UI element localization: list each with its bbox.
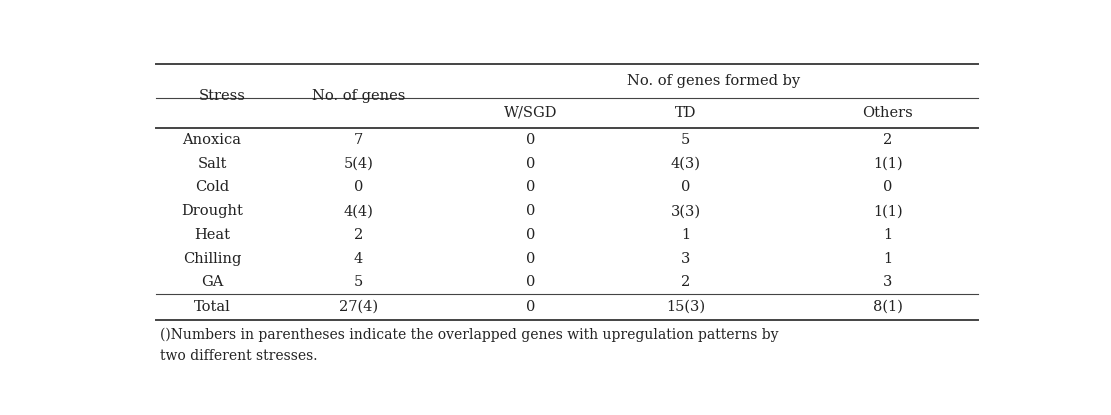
Text: 0: 0: [526, 251, 536, 266]
Text: 4(4): 4(4): [343, 204, 373, 218]
Text: 0: 0: [526, 133, 536, 147]
Text: 0: 0: [526, 228, 536, 242]
Text: 4: 4: [353, 251, 363, 266]
Text: GA: GA: [201, 276, 223, 289]
Text: 0: 0: [526, 157, 536, 171]
Text: 5(4): 5(4): [343, 157, 373, 171]
Text: 7: 7: [353, 133, 363, 147]
Text: 2: 2: [883, 133, 892, 147]
Text: 5: 5: [681, 133, 690, 147]
Text: two different stresses.: two different stresses.: [160, 349, 318, 363]
Text: 0: 0: [526, 300, 536, 314]
Text: 0: 0: [883, 181, 892, 195]
Text: 1(1): 1(1): [873, 204, 903, 218]
Text: TD: TD: [674, 106, 697, 120]
Text: 0: 0: [526, 181, 536, 195]
Text: 4(3): 4(3): [671, 157, 701, 171]
Text: W/SGD: W/SGD: [504, 106, 558, 120]
Text: 2: 2: [681, 276, 690, 289]
Text: 0: 0: [681, 181, 690, 195]
Text: 5: 5: [353, 276, 363, 289]
Text: 1: 1: [681, 228, 690, 242]
Text: 8(1): 8(1): [873, 300, 903, 314]
Text: 2: 2: [353, 228, 363, 242]
Text: Salt: Salt: [198, 157, 227, 171]
Text: Cold: Cold: [196, 181, 229, 195]
Text: 27(4): 27(4): [339, 300, 378, 314]
Text: 0: 0: [526, 276, 536, 289]
Text: Total: Total: [193, 300, 230, 314]
Text: 0: 0: [353, 181, 363, 195]
Text: 3: 3: [681, 251, 690, 266]
Text: Drought: Drought: [181, 204, 243, 218]
Text: Heat: Heat: [194, 228, 230, 242]
Text: 1: 1: [883, 251, 892, 266]
Text: 0: 0: [526, 204, 536, 218]
Text: 3(3): 3(3): [671, 204, 701, 218]
Text: 15(3): 15(3): [667, 300, 705, 314]
Text: Chilling: Chilling: [183, 251, 241, 266]
Text: Others: Others: [862, 106, 913, 120]
Text: Stress: Stress: [199, 89, 246, 103]
Text: ()Numbers in parentheses indicate the overlapped genes with upregulation pattern: ()Numbers in parentheses indicate the ov…: [160, 328, 779, 342]
Text: 3: 3: [883, 276, 892, 289]
Text: Anoxica: Anoxica: [182, 133, 241, 147]
Text: No. of genes: No. of genes: [312, 89, 406, 103]
Text: 1(1): 1(1): [873, 157, 903, 171]
Text: 1: 1: [883, 228, 892, 242]
Text: No. of genes formed by: No. of genes formed by: [627, 74, 800, 88]
